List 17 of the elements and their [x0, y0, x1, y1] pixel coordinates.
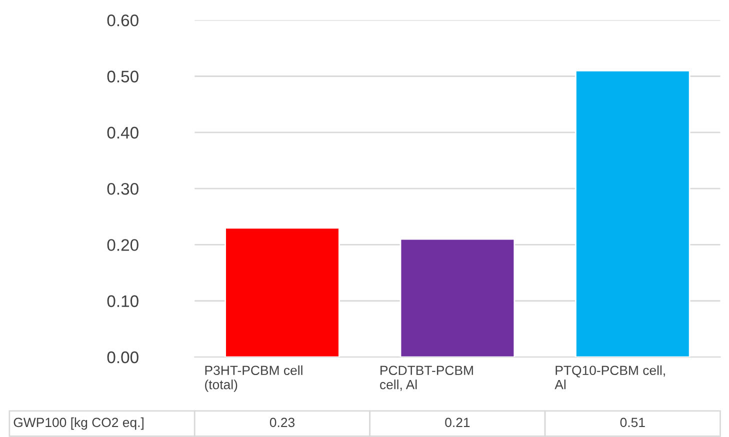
x-tick-label: PCDTBT-PCBM cell, Al: [380, 366, 473, 391]
bar: [400, 238, 516, 358]
y-tick-label: 0.50: [107, 70, 138, 82]
data-label: 0.21: [445, 418, 470, 428]
y-tick-label: 0.40: [107, 126, 138, 139]
data-label: 0.51: [620, 418, 645, 428]
bar: [575, 70, 690, 358]
y-tick-label: 0.10: [107, 295, 138, 308]
data-label: 0.23: [270, 418, 295, 428]
bar: [224, 227, 340, 358]
x-tick-label: P3HT-PCBM cell (total): [205, 365, 302, 392]
x-tick-label: PTQ10-PCBM cell, Al: [554, 365, 665, 390]
y-tick-label: 0.30: [107, 182, 138, 195]
y-tick-label: 0.20: [107, 239, 138, 251]
y-tick-label: 0.00: [107, 351, 138, 364]
text: GWP100 [kg CO2 eq.]: [14, 417, 144, 430]
y-tick-label: 0.60: [107, 14, 138, 26]
